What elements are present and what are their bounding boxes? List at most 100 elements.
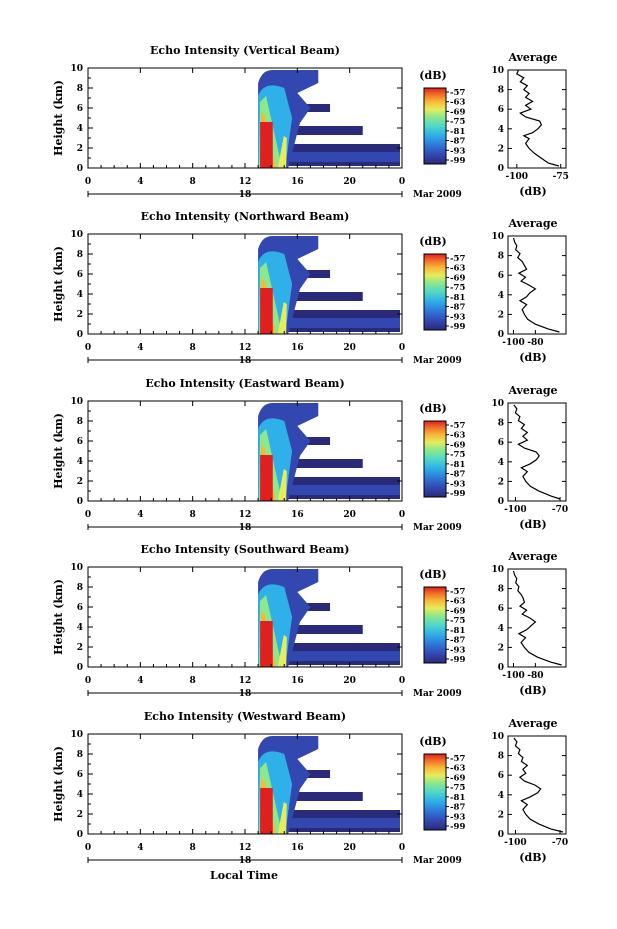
average-x-tick-label: -80 (527, 671, 543, 681)
anvil-band-mid (288, 318, 400, 328)
average-title: Average (507, 384, 557, 397)
average-y-tick-label: 4 (498, 291, 504, 301)
y-tick-label: 8 (77, 417, 83, 427)
average-profile-line (513, 404, 561, 500)
average-y-tick-label: 4 (498, 624, 504, 634)
colorbar-tick-label: -81 (450, 460, 465, 470)
echo-core (260, 621, 273, 667)
average-y-tick-label: 4 (498, 125, 504, 135)
echo-slant (277, 635, 287, 667)
average-y-tick-label: 0 (498, 830, 504, 840)
y-tick-label: 8 (77, 583, 83, 593)
y-tick-label: 4 (77, 124, 83, 134)
y-tick-label: 2 (77, 477, 83, 487)
date-label: Mar 2009 (413, 689, 462, 699)
colorbar (423, 253, 447, 331)
anvil-band-mid (288, 651, 400, 661)
average-profile-line (513, 737, 564, 833)
echo-core (260, 288, 273, 334)
y-tick-label: 0 (77, 497, 83, 507)
colorbar-tick-label: -57 (450, 421, 465, 431)
colorbar (423, 420, 447, 498)
echo-core (260, 122, 273, 168)
y-tick-label: 10 (70, 563, 83, 573)
x-tick-label: 20 (343, 343, 356, 353)
x-tick-label: 8 (190, 676, 196, 686)
average-x-tick-label: -75 (553, 172, 569, 182)
x-tick-label: 4 (137, 343, 143, 353)
x-tick-label: 12 (239, 510, 252, 520)
colorbar-tick-label: -81 (450, 127, 465, 137)
average-y-tick-label: 10 (491, 399, 504, 409)
average-x-label: (dB) (519, 518, 546, 531)
average-y-tick-label: 8 (498, 585, 504, 595)
echo-core (260, 455, 273, 501)
day-tick-label: 18 (239, 856, 252, 866)
x-tick-label: 16 (291, 510, 304, 520)
upper-layer (294, 770, 331, 778)
colorbar-tick-label: -75 (450, 283, 465, 293)
anvil-band-mid (288, 485, 400, 495)
day-tick-label: 18 (239, 523, 252, 533)
x-tick-label: 16 (291, 843, 304, 853)
day-tick-label: 18 (239, 356, 252, 366)
colorbar (423, 87, 447, 165)
average-profile-line (512, 570, 562, 666)
y-tick-label: 10 (70, 230, 83, 240)
date-label: Mar 2009 (413, 523, 462, 533)
colorbar-tick-label: -99 (450, 655, 465, 665)
average-x-tick-label: -100 (502, 671, 525, 681)
colorbar-tick-label: -93 (450, 812, 465, 822)
panel-title: Echo Intensity (Southward Beam) (141, 543, 350, 556)
colorbar-tick-label: -87 (450, 303, 465, 313)
average-frame (507, 402, 567, 502)
colorbar-tick-label: -75 (450, 616, 465, 626)
average-title: Average (507, 217, 557, 230)
x-tick-label: 8 (190, 843, 196, 853)
echo-slant (277, 302, 287, 334)
average-x-tick-label: -100 (506, 172, 529, 182)
y-tick-label: 2 (77, 310, 83, 320)
y-tick-label: 6 (77, 437, 83, 447)
average-y-tick-label: 6 (498, 771, 504, 781)
y-tick-label: 6 (77, 603, 83, 613)
average-y-tick-label: 2 (498, 477, 504, 487)
colorbar-tick-label: -99 (450, 322, 465, 332)
average-y-tick-label: 10 (491, 66, 504, 76)
x-tick-label: 20 (343, 177, 356, 187)
y-tick-label: 0 (77, 164, 83, 174)
panel-title: Echo Intensity (Eastward Beam) (145, 377, 344, 390)
colorbar (423, 753, 447, 831)
mid-layer (284, 625, 363, 634)
y-tick-label: 4 (77, 457, 83, 467)
date-label: Mar 2009 (413, 856, 462, 866)
average-title: Average (507, 51, 557, 64)
upper-layer (294, 437, 331, 445)
x-tick-label: 0 (399, 510, 405, 520)
colorbar-tick-label: -93 (450, 479, 465, 489)
x-tick-label: 0 (85, 343, 91, 353)
average-x-tick-label: -70 (552, 505, 568, 515)
colorbar-tick-label: -81 (450, 793, 465, 803)
average-profile-line (516, 69, 560, 167)
y-tick-label: 10 (70, 397, 83, 407)
panel-1: Echo Intensity (Vertical Beam) Height (km… (52, 44, 569, 200)
x-tick-label: 12 (239, 843, 252, 853)
average-y-tick-label: 0 (498, 330, 504, 340)
y-tick-label: 0 (77, 830, 83, 840)
average-x-label: (dB) (519, 185, 546, 198)
x-tick-label: 0 (399, 343, 405, 353)
colorbar-tick-label: -69 (450, 773, 465, 783)
average-y-tick-label: 10 (491, 565, 504, 575)
colorbar-tick-label: -57 (450, 88, 465, 98)
colorbar-tick-label: -99 (450, 489, 465, 499)
colorbar-unit: (dB) (419, 568, 446, 581)
colorbar-tick-label: -75 (450, 117, 465, 127)
y-tick-label: 2 (77, 810, 83, 820)
x-tick-label: 0 (85, 510, 91, 520)
average-y-tick-label: 8 (498, 252, 504, 262)
average-y-tick-label: 2 (498, 144, 504, 154)
x-tick-label: 16 (291, 177, 304, 187)
x-axis-label: Local Time (210, 869, 278, 882)
